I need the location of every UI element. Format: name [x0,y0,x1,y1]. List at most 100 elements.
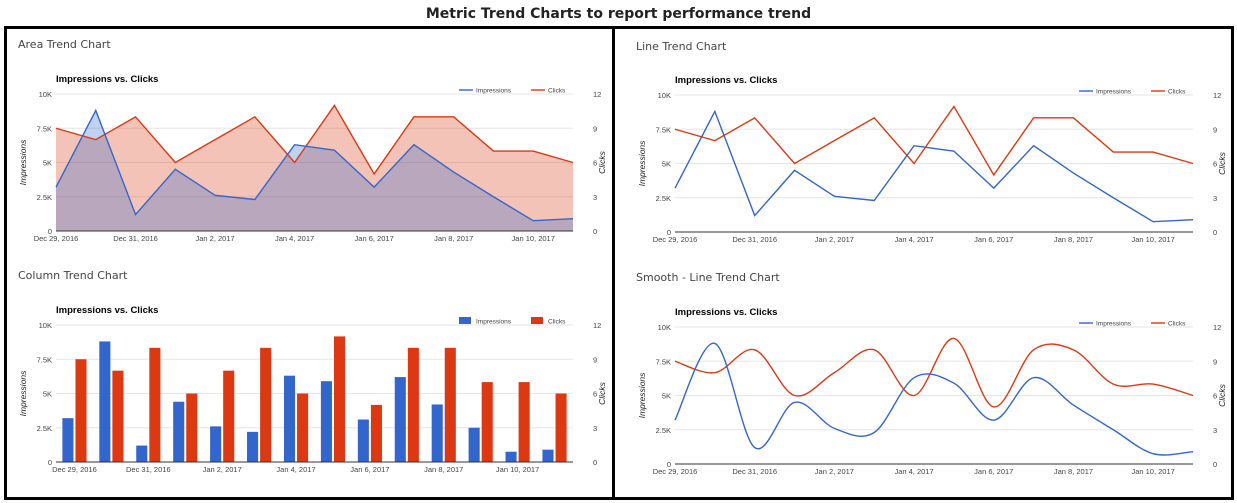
area-chart: Area Trend Chart Impressions vs. Clicks 0 2… [18,38,607,243]
y-tick-label: 7.5K [37,355,52,364]
y2-tick-label: 12 [593,321,601,330]
impressions-bar [210,426,222,462]
clicks-bar [444,347,456,462]
y2-tick-label: 12 [1213,323,1221,332]
line-chart: Line Trend Chart Impressions vs. Clicks 0 2… [636,40,1227,244]
right-panel [612,26,1234,500]
x-tick-label: Jan 2, 2017 [195,234,234,243]
y-tick-label: 5K [662,392,671,401]
x-tick-label: Dec 31, 2016 [732,467,777,476]
x-tick-label: Jan 10, 2017 [512,234,555,243]
y-tick-label: 0 [48,458,52,467]
y2-tick-label: 3 [1213,194,1217,203]
clicks-bar [555,393,567,462]
y2-tick-label: 3 [593,193,597,202]
clicks-bar [333,336,346,462]
clicks-bar [370,404,382,462]
smooth-line-chart: Smooth - Line Trend Chart Impressions vs.… [636,271,1227,476]
clicks-bar [223,370,235,462]
x-tick-label: Jan 8, 2017 [1054,467,1093,476]
y-axis-label: Impressions [637,372,647,419]
clicks-legend-label: Clicks [1168,89,1186,96]
x-tick-label: Jan 8, 2017 [1054,235,1093,244]
x-tick-label: Dec 29, 2016 [653,467,698,476]
y2-tick-label: 9 [593,355,597,364]
y-tick-label: 2.5K [656,194,671,203]
y-tick-label: 10K [658,91,671,100]
x-tick-label: Dec 31, 2016 [732,235,777,244]
line-panel-title: Line Trend Chart [636,40,727,53]
y2-axis-label: Clicks [597,150,607,173]
x-tick-label: Jan 8, 2017 [424,465,463,474]
impressions-line [55,108,574,222]
clicks-bar [186,393,198,462]
y2-tick-label: 12 [593,90,601,99]
y2-tick-label: 12 [1213,91,1221,100]
impressions-bar [247,431,259,462]
x-tick-label: Jan 2, 2017 [203,465,242,474]
y2-tick-label: 3 [593,424,597,433]
y-tick-label: 10K [658,323,671,332]
impressions-bar [357,419,369,462]
y2-tick-label: 0 [593,227,597,236]
impressions-bar [62,418,74,462]
y-tick-label: 0 [667,228,671,237]
y-tick-label: 5K [662,160,671,169]
clicks-bar [112,370,124,462]
impressions-bar [394,377,406,462]
impressions-bar [320,381,332,462]
impressions-bar [431,404,443,462]
y2-tick-label: 0 [593,458,597,467]
y-tick-label: 5K [43,390,52,399]
impressions-legend-swatch [459,317,471,324]
y-tick-label: 7.5K [37,124,52,133]
clicks-line [55,104,574,176]
x-tick-label: Dec 31, 2016 [126,465,171,474]
x-tick-label: Jan 10, 2017 [496,465,539,474]
clicks-line [674,105,1194,177]
x-tick-label: Jan 8, 2017 [434,234,473,243]
y2-tick-label: 9 [1213,125,1217,134]
clicks-area [56,105,573,231]
y-axis-label: Impressions [18,139,28,186]
y-tick-label: 0 [48,227,52,236]
y2-axis-label: Clicks [1217,383,1227,406]
impressions-line [674,342,1194,456]
clicks-bar [149,347,161,462]
impressions-bar [505,451,517,462]
x-tick-label: Dec 29, 2016 [34,234,79,243]
clicks-line [674,337,1194,408]
x-tick-label: Dec 31, 2016 [113,234,158,243]
impressions-legend-label: Impressions [1096,321,1132,328]
clicks-bar [407,347,419,462]
x-tick-label: Jan 4, 2017 [894,235,933,244]
x-tick-label: Jan 4, 2017 [276,465,315,474]
y2-axis-label: Clicks [1217,151,1227,174]
y2-tick-label: 0 [1213,460,1217,469]
x-tick-label: Jan 4, 2017 [275,234,314,243]
clicks-legend-label: Clicks [548,88,566,95]
y-tick-label: 5K [43,159,52,168]
y-tick-label: 2.5K [37,193,52,202]
impressions-bar [468,427,480,462]
impressions-bar [173,401,185,462]
impressions-legend-label: Impressions [476,88,512,95]
line-chart-title: Impressions vs. Clicks [675,75,777,86]
y2-tick-label: 3 [1213,426,1217,435]
impressions-area [56,110,573,231]
impressions-bar [99,341,111,462]
y-tick-label: 7.5K [656,125,671,134]
impressions-bar [136,445,148,462]
y2-tick-label: 6 [593,159,597,168]
x-tick-label: Jan 10, 2017 [1131,235,1174,244]
impressions-legend-label: Impressions [1096,89,1132,96]
impressions-bar [542,449,554,462]
clicks-legend-label: Clicks [548,319,566,326]
smooth-line-panel-title: Smooth - Line Trend Chart [636,271,780,284]
y2-tick-label: 6 [593,390,597,399]
x-tick-label: Jan 2, 2017 [815,467,854,476]
x-tick-label: Jan 10, 2017 [1131,467,1174,476]
y-tick-label: 2.5K [37,424,52,433]
y2-tick-label: 6 [1213,160,1217,169]
